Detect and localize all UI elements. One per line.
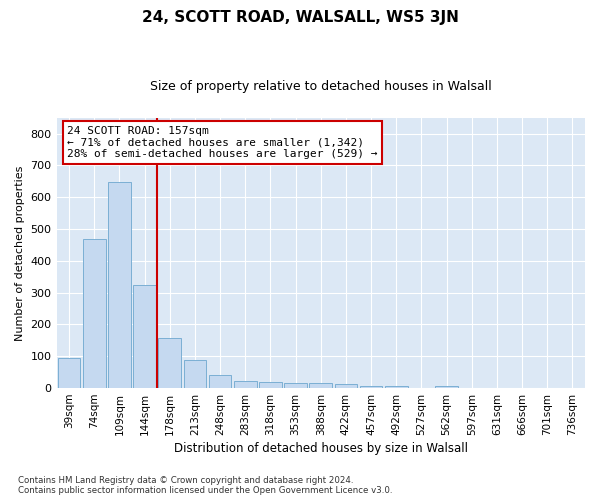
Bar xyxy=(184,360,206,388)
Bar xyxy=(234,381,257,388)
Bar xyxy=(158,338,181,388)
Text: 24 SCOTT ROAD: 157sqm
← 71% of detached houses are smaller (1,342)
28% of semi-d: 24 SCOTT ROAD: 157sqm ← 71% of detached … xyxy=(67,126,377,159)
Bar xyxy=(335,384,357,388)
Bar xyxy=(209,376,232,388)
Y-axis label: Number of detached properties: Number of detached properties xyxy=(15,165,25,340)
Bar xyxy=(259,382,282,388)
Bar xyxy=(385,386,407,388)
Text: Contains HM Land Registry data © Crown copyright and database right 2024.
Contai: Contains HM Land Registry data © Crown c… xyxy=(18,476,392,495)
Bar xyxy=(360,386,382,388)
Bar xyxy=(58,358,80,388)
Title: Size of property relative to detached houses in Walsall: Size of property relative to detached ho… xyxy=(150,80,491,93)
Bar xyxy=(83,238,106,388)
Bar xyxy=(435,386,458,388)
Text: 24, SCOTT ROAD, WALSALL, WS5 3JN: 24, SCOTT ROAD, WALSALL, WS5 3JN xyxy=(142,10,458,25)
Bar xyxy=(133,286,156,388)
Bar xyxy=(310,384,332,388)
Bar xyxy=(284,384,307,388)
Bar xyxy=(108,182,131,388)
X-axis label: Distribution of detached houses by size in Walsall: Distribution of detached houses by size … xyxy=(174,442,468,455)
